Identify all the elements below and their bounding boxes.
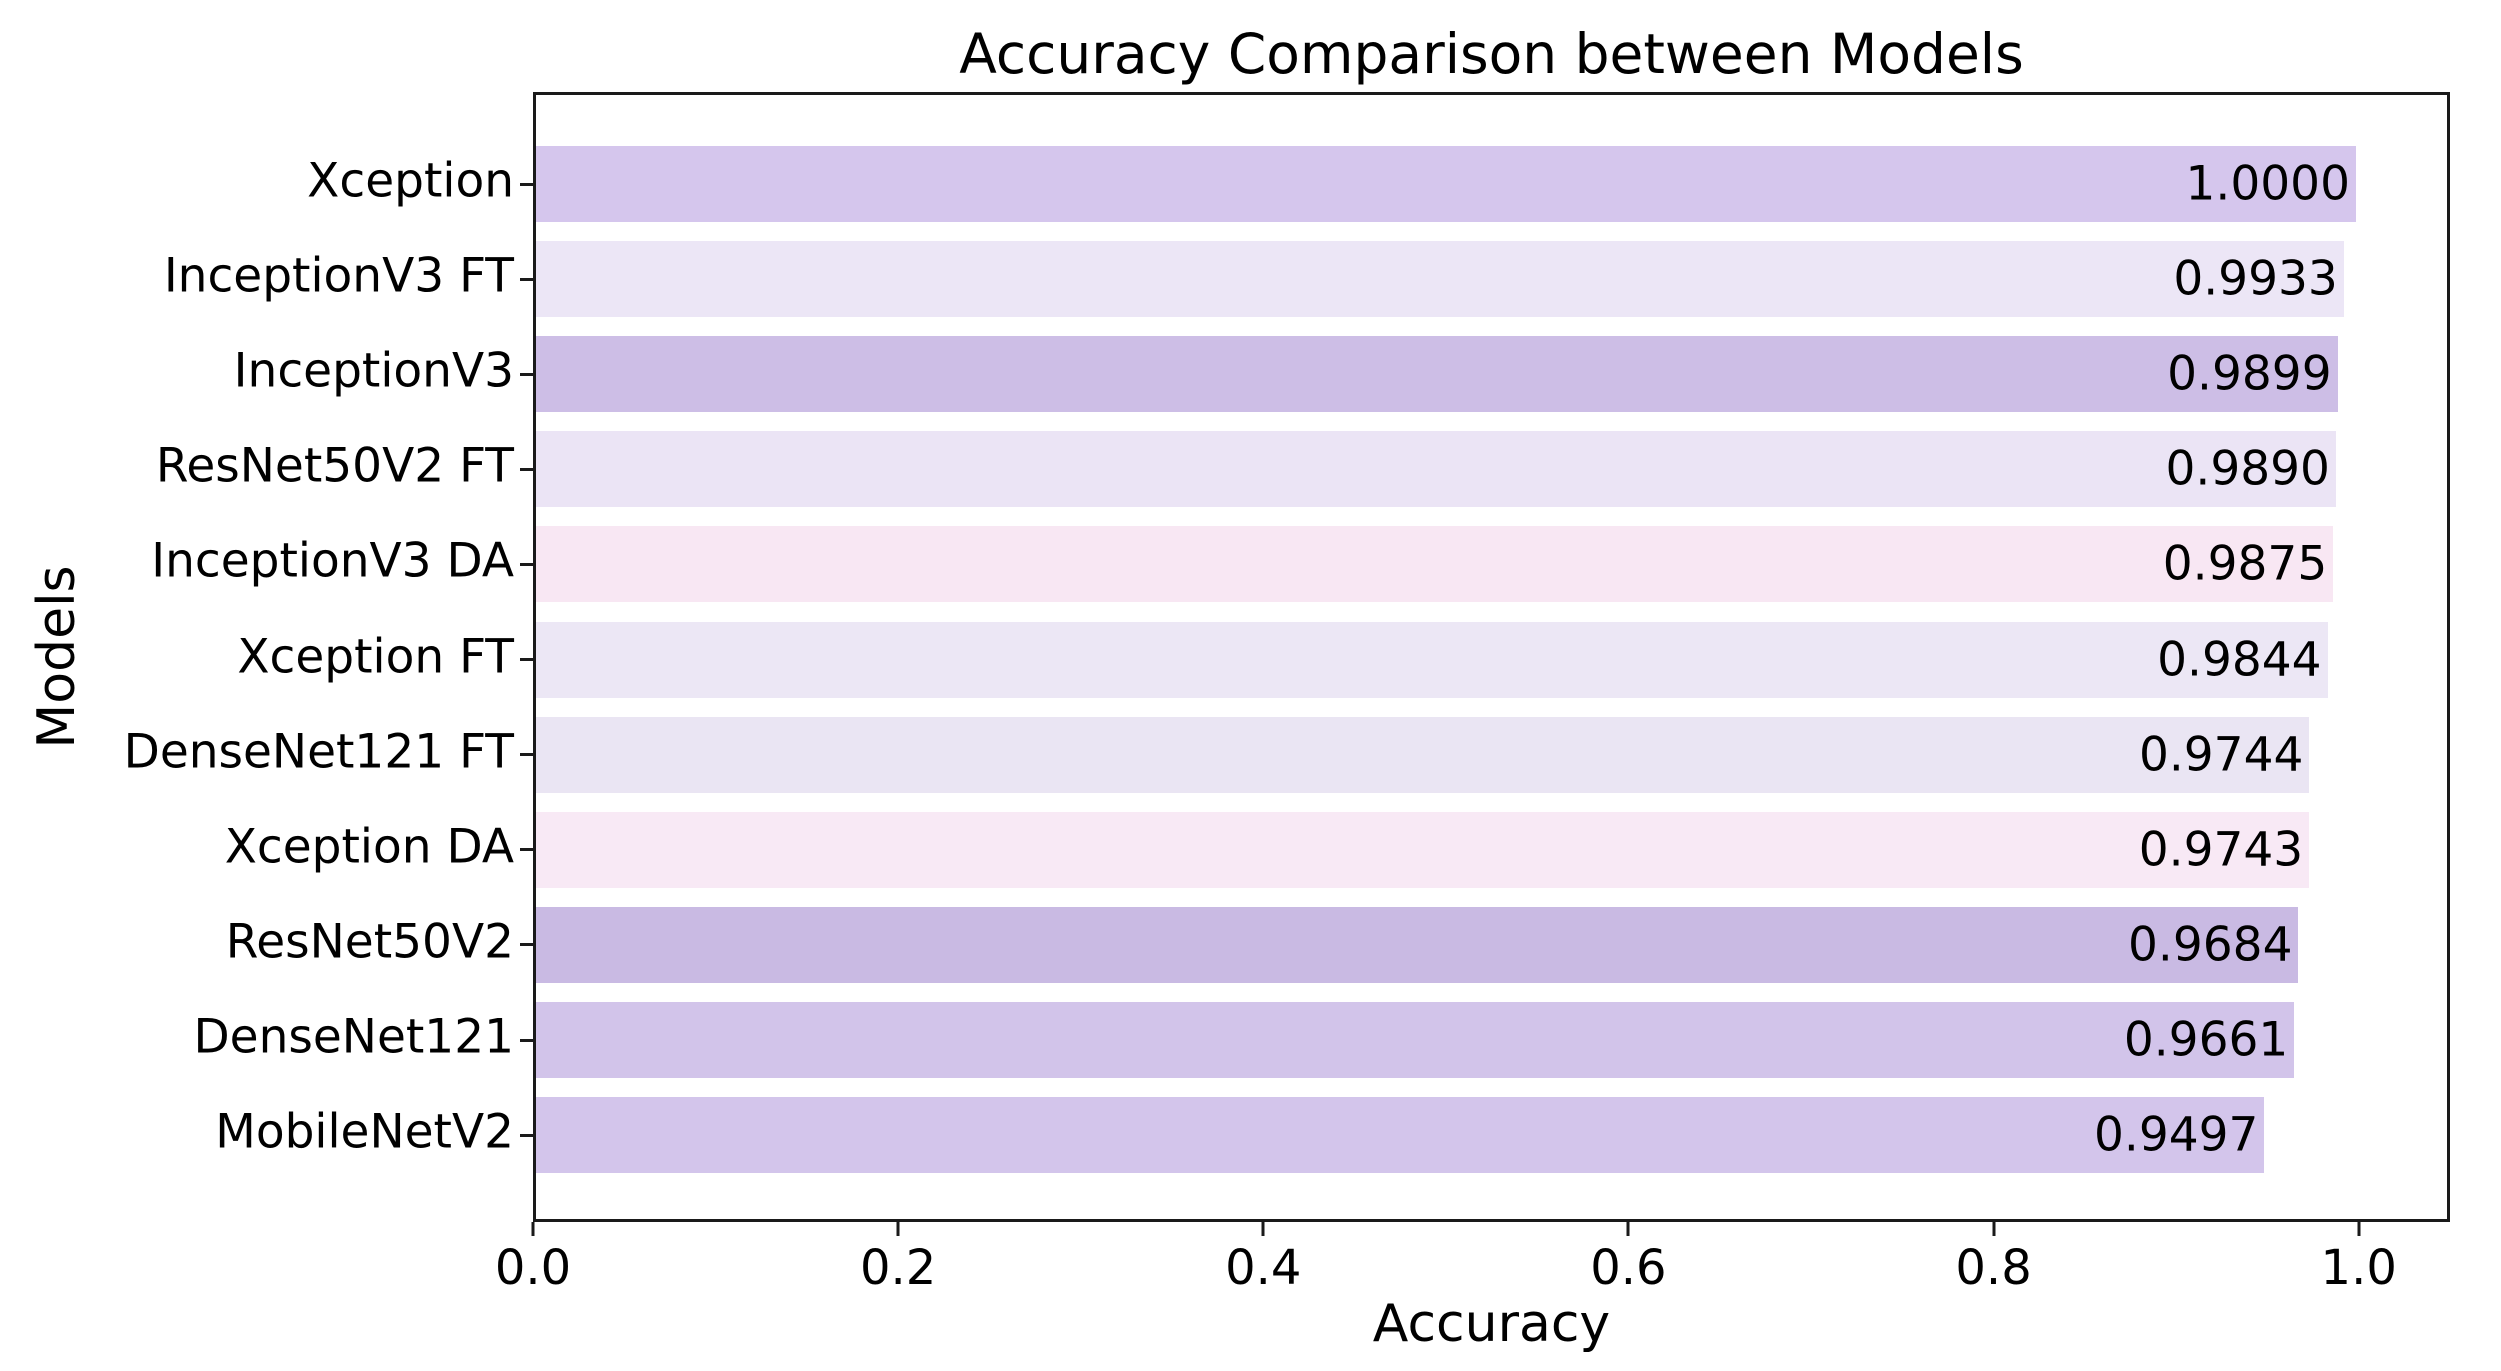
bar: 0.9661 xyxy=(536,1002,2295,1079)
bar: 0.9890 xyxy=(536,431,2336,508)
y-tick-label: DenseNet121 FT xyxy=(123,724,514,780)
y-tick-label: Xception DA xyxy=(224,819,514,875)
y-tick-mark xyxy=(520,848,536,852)
x-tick-label: 0.0 xyxy=(494,1240,572,1296)
y-tick-label: ResNet50V2 xyxy=(225,914,514,970)
y-tick-label: ResNet50V2 FT xyxy=(155,438,514,494)
x-tick-mark xyxy=(1261,1222,1265,1236)
y-tick-label: DenseNet121 xyxy=(193,1009,514,1065)
y-tick-label: MobileNetV2 xyxy=(215,1104,514,1160)
bar-value-label: 0.9899 xyxy=(2167,346,2332,402)
bar: 0.9684 xyxy=(536,906,2299,983)
y-tick-mark xyxy=(520,467,536,471)
bar-value-label: 0.9933 xyxy=(2173,251,2338,307)
bar-value-label: 0.9684 xyxy=(2128,917,2293,973)
bar-value-label: 1.0000 xyxy=(2185,156,2350,212)
x-tick-mark xyxy=(531,1222,535,1236)
bar: 0.9497 xyxy=(536,1097,2265,1174)
y-tick-label: InceptionV3 DA xyxy=(151,533,514,589)
bar-value-label: 0.9743 xyxy=(2138,822,2304,878)
x-axis-title: Accuracy xyxy=(1372,1294,1611,1354)
bar: 0.9933 xyxy=(536,241,2344,318)
x-tick-mark xyxy=(896,1222,900,1236)
y-tick-mark xyxy=(520,658,536,662)
x-tick-mark xyxy=(1992,1222,1996,1236)
y-tick-label: Xception FT xyxy=(237,629,514,685)
y-tick-mark xyxy=(520,372,536,376)
bar-value-label: 0.9661 xyxy=(2123,1012,2289,1068)
y-tick-mark xyxy=(520,277,536,281)
x-tick-label: 0.4 xyxy=(1225,1240,1302,1296)
x-axis: 0.0 0.2 0.4 0.6 0.8 1.0 xyxy=(495,1222,2450,1342)
y-tick-labels: Xception InceptionV3 FT InceptionV3 ResNet5… xyxy=(0,92,514,1222)
bar-value-label: 0.9744 xyxy=(2138,727,2304,783)
chart-title: Accuracy Comparison between Models xyxy=(959,22,2024,86)
bar: 1.0000 xyxy=(536,146,2356,222)
y-tick-mark xyxy=(520,1133,536,1137)
bars-layer: 1.0000 0.9933 0.9899 0.9890 0.9875 0.9844 0.97… xyxy=(520,95,2447,1219)
x-tick-label: 0.6 xyxy=(1590,1240,1667,1296)
y-tick-label: InceptionV3 xyxy=(233,343,514,399)
y-tick-mark xyxy=(520,562,536,566)
bar: 0.9744 xyxy=(536,716,2310,793)
x-tick-label: 1.0 xyxy=(2320,1240,2397,1296)
y-tick-label: Xception xyxy=(307,153,514,209)
y-tick-mark xyxy=(520,182,536,186)
y-tick-mark xyxy=(520,943,536,947)
bar-value-label: 0.9890 xyxy=(2165,441,2330,497)
bar: 0.9899 xyxy=(536,336,2338,413)
x-tick-mark xyxy=(2357,1222,2361,1236)
bar: 0.9743 xyxy=(536,811,2310,888)
x-tick-label: 0.2 xyxy=(859,1240,937,1296)
plot-area: 1.0000 0.9933 0.9899 0.9890 0.9875 0.9844 0.97… xyxy=(520,92,2450,1222)
bar-value-label: 0.9497 xyxy=(2093,1107,2259,1163)
bar: 0.9844 xyxy=(536,621,2328,698)
x-tick-label: 0.8 xyxy=(1955,1240,2032,1296)
y-tick-label: InceptionV3 FT xyxy=(163,248,514,304)
y-tick-mark xyxy=(520,1038,536,1042)
x-tick-mark xyxy=(1626,1222,1630,1236)
bar: 0.9875 xyxy=(536,526,2334,603)
bar-value-label: 0.9875 xyxy=(2162,536,2328,592)
y-tick-mark xyxy=(520,753,536,757)
bar-value-label: 0.9844 xyxy=(2157,632,2322,688)
